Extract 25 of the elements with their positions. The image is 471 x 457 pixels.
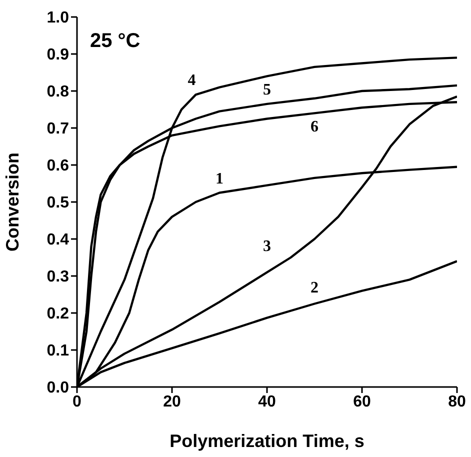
annotation: 25 °C [90, 30, 140, 53]
x-tick-label: 60 [353, 393, 371, 410]
x-tick-label: 40 [258, 393, 276, 410]
y-tick-label: 0.3 [46, 268, 70, 286]
series-label: 5 [263, 81, 271, 98]
series-label: 2 [310, 279, 318, 296]
y-tick-label: 0.6 [46, 158, 70, 175]
y-tick-label: 0.1 [46, 342, 70, 360]
x-tick-label: 80 [448, 393, 466, 410]
series-label: 4 [188, 72, 196, 90]
series-label: 1 [216, 170, 224, 188]
x-tick-label: 0 [72, 393, 82, 410]
series-label: 6 [310, 118, 318, 136]
x-tick-label: 20 [163, 393, 181, 410]
x-axis-title: Polymerization Time, s [170, 431, 364, 451]
y-tick-label: 1.0 [46, 10, 70, 27]
y-tick-label: 0.4 [46, 232, 70, 249]
y-tick-label: 0.5 [46, 194, 70, 212]
y-axis-title: Conversion [2, 152, 22, 252]
y-tick-label: 0.8 [46, 84, 70, 101]
series-label: 3 [263, 238, 271, 255]
y-tick-label: 0.2 [46, 306, 70, 323]
y-tick-label: 0.7 [46, 120, 70, 138]
y-tick-label: 0.0 [46, 380, 70, 397]
y-tick-label: 0.9 [46, 46, 70, 64]
